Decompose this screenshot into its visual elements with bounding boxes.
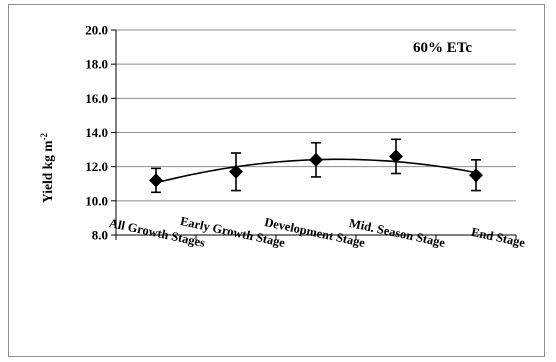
x-category-label: End Stage [470,225,527,250]
grid-lines [111,29,516,236]
data-point-marker [309,152,323,167]
axes [115,30,516,236]
y-tick-label: 20.0 [85,23,108,38]
data-point-marker [469,168,483,183]
chart-annotation: 60% ETc [413,40,472,56]
y-tick-label: 14.0 [85,125,108,140]
y-axis-title: Yield kg m-2 [39,132,55,203]
y-tick-label: 16.0 [85,91,108,106]
y-tick-labels: 8.0 10.0 12.0 14.0 16.0 18.0 20.0 [85,23,108,243]
y-tick-label: 12.0 [85,159,108,174]
data-point-marker [229,164,243,179]
chart-frame [8,4,545,357]
y-tick-label: 10.0 [85,193,108,208]
y-axis-title-superscript: -2 [39,132,49,140]
data-point-marker [149,173,163,188]
data-point-marker [389,149,403,164]
data-markers [149,149,483,188]
y-tick-label: 8.0 [92,228,108,243]
y-axis-title-main: Yield kg m [40,140,55,203]
y-tick-label: 18.0 [85,57,108,72]
